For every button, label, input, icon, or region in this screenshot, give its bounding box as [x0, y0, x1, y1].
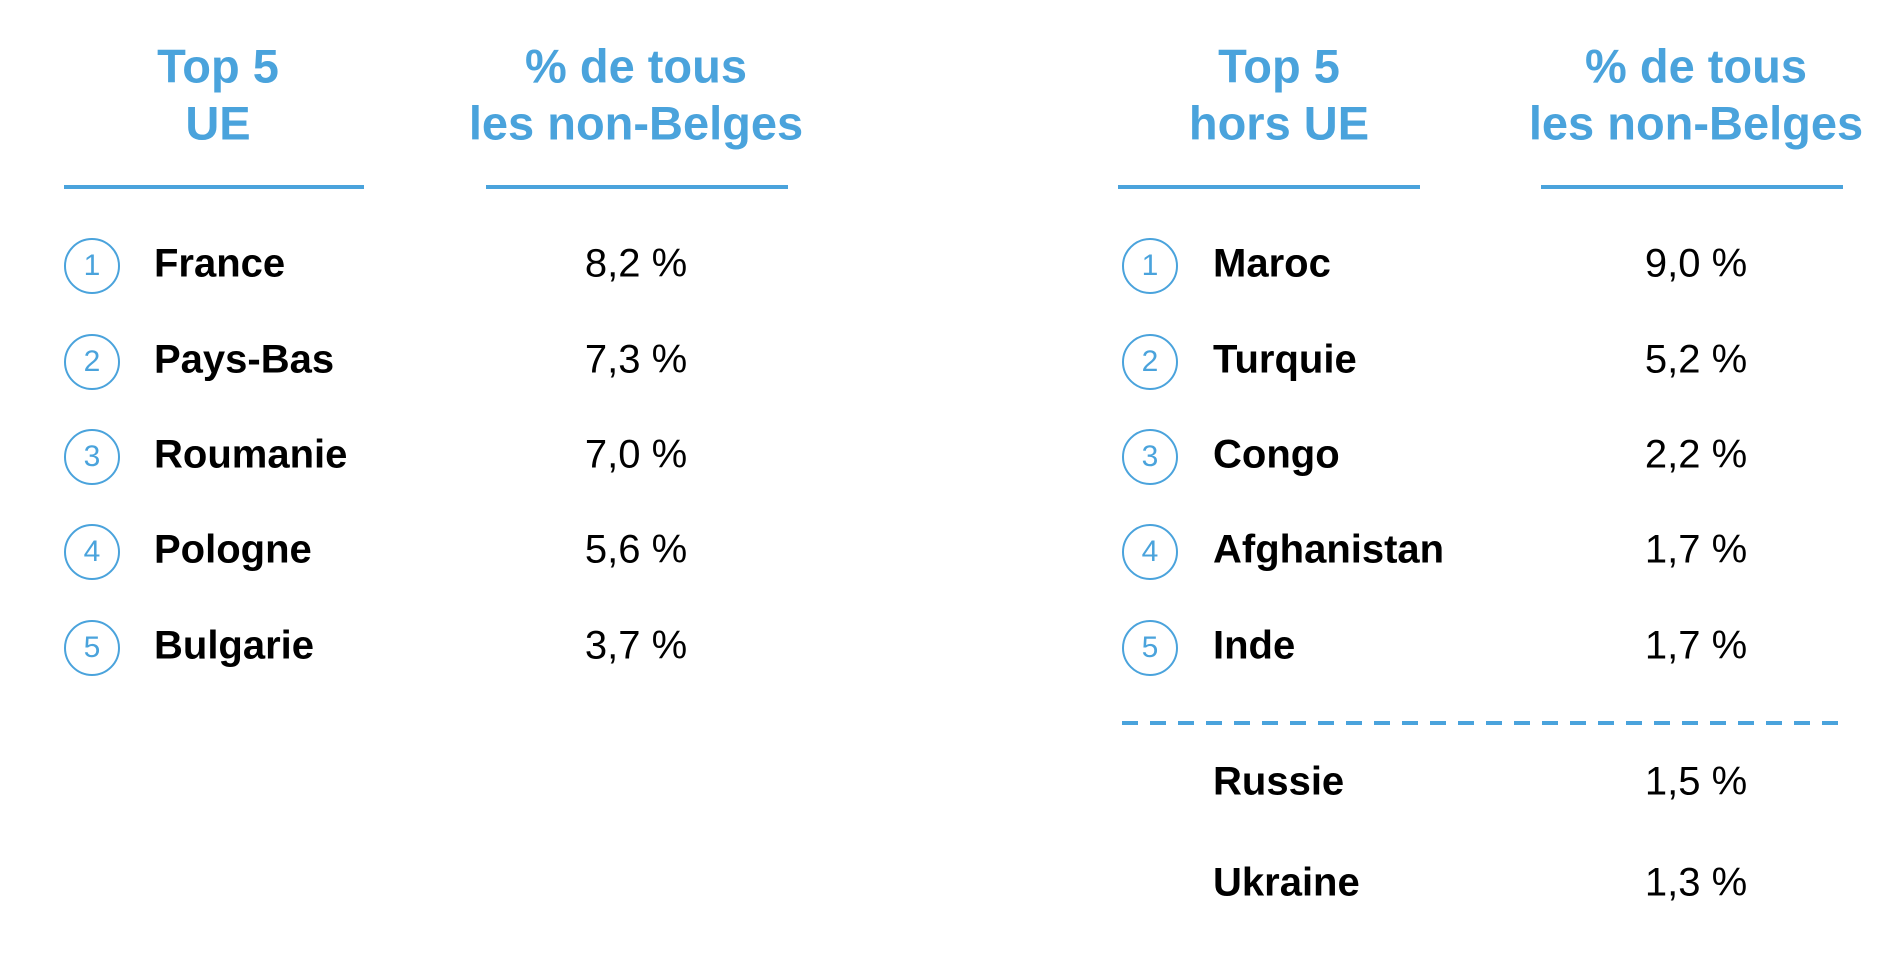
rank: 2 — [84, 345, 101, 378]
rank-circle — [64, 238, 120, 294]
column-header: Top 5 — [157, 39, 279, 92]
country-name: Congo — [1213, 433, 1340, 477]
rank: 3 — [84, 440, 101, 473]
percentage: 5,6 % — [585, 528, 687, 572]
rank: 5 — [1142, 631, 1159, 664]
rank-circle — [64, 334, 120, 390]
rank-circle — [1122, 524, 1178, 580]
rank: 4 — [84, 535, 101, 568]
percentage: 1,3 % — [1645, 861, 1747, 905]
percentage: 5,2 % — [1645, 338, 1747, 382]
rank: 3 — [1142, 440, 1159, 473]
column-header: Top 5 — [1218, 39, 1340, 92]
rank-circle — [64, 524, 120, 580]
rank: 5 — [84, 631, 101, 664]
rank: 4 — [1142, 535, 1159, 568]
country-name: Afghanistan — [1213, 528, 1444, 572]
country-name: Roumanie — [154, 433, 347, 477]
rank-circle — [1122, 429, 1178, 485]
rank-circle — [1122, 620, 1178, 676]
rank-circle — [64, 429, 120, 485]
country-name: Maroc — [1213, 242, 1331, 286]
column-header: UE — [185, 96, 250, 149]
rank: 1 — [1142, 249, 1159, 282]
percentage: 1,7 % — [1645, 624, 1747, 668]
column-header: % de tous — [525, 39, 747, 92]
rank: 1 — [84, 249, 101, 282]
country-name: Pays-Bas — [154, 338, 334, 382]
percentage: 8,2 % — [585, 242, 687, 286]
country-name: Turquie — [1213, 338, 1357, 382]
percentage: 3,7 % — [585, 624, 687, 668]
percentage: 2,2 % — [1645, 433, 1747, 477]
rank-circle — [1122, 334, 1178, 390]
percentage: 1,5 % — [1645, 760, 1747, 804]
rank-circle — [1122, 238, 1178, 294]
rank: 2 — [1142, 345, 1159, 378]
country-name: Pologne — [154, 528, 312, 572]
percentage: 7,3 % — [585, 338, 687, 382]
percentage: 9,0 % — [1645, 242, 1747, 286]
percentage: 7,0 % — [585, 433, 687, 477]
column-header: hors UE — [1189, 96, 1369, 149]
country-name: Bulgarie — [154, 624, 314, 668]
column-header: les non-Belges — [469, 96, 803, 149]
rank-circle — [64, 620, 120, 676]
country-name: France — [154, 242, 285, 286]
country-name: Inde — [1213, 624, 1295, 668]
column-header: % de tous — [1585, 39, 1807, 92]
country-name: Ukraine — [1213, 861, 1360, 905]
percentage: 1,7 % — [1645, 528, 1747, 572]
column-header: les non-Belges — [1529, 96, 1863, 149]
country-name: Russie — [1213, 760, 1344, 804]
